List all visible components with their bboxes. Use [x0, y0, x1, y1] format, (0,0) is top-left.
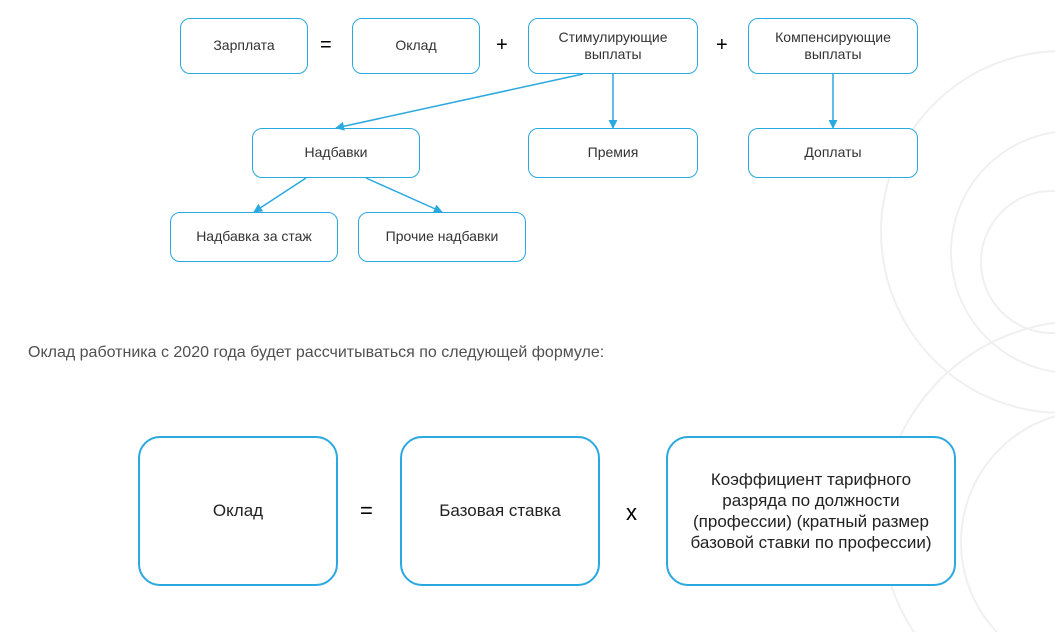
formula-intro-text: Оклад работника с 2020 года будет рассчи…	[28, 344, 604, 362]
d1-node-other: Прочие надбавки	[358, 212, 526, 262]
d1-node-addons-label: Надбавки	[305, 144, 368, 162]
d1-node-other-label: Прочие надбавки	[386, 228, 499, 246]
d1-node-seniority: Надбавка за стаж	[170, 212, 338, 262]
d1-operator: +	[716, 34, 728, 57]
d1-node-extra-label: Доплаты	[804, 144, 861, 162]
d1-node-bonus-label: Премия	[588, 144, 639, 162]
d1-node-salary: Зарплата	[180, 18, 308, 74]
d1-node-salary-label: Зарплата	[213, 37, 274, 55]
d2-node-rate-label: Базовая ставка	[439, 500, 561, 521]
d1-node-stim: Стимулирующие выплаты	[528, 18, 698, 74]
d2-operator: =	[360, 498, 373, 524]
d2-node-coef-label: Коэффициент тарифного разряда по должнос…	[682, 469, 940, 554]
d1-operator: =	[320, 34, 332, 57]
d1-node-base: Оклад	[352, 18, 480, 74]
d1-node-addons: Надбавки	[252, 128, 420, 178]
d2-node-rate: Базовая ставка	[400, 436, 600, 586]
d2-operator: x	[626, 500, 637, 526]
d1-node-stim-label: Стимулирующие выплаты	[537, 29, 689, 64]
d1-node-base-label: Оклад	[395, 37, 436, 55]
d2-node-oklad2: Оклад	[138, 436, 338, 586]
d1-operator: +	[496, 34, 508, 57]
d2-node-coef: Коэффициент тарифного разряда по должнос…	[666, 436, 956, 586]
d2-node-oklad2-label: Оклад	[213, 500, 263, 521]
edge-addons-other	[366, 178, 442, 212]
edge-addons-seniority	[254, 178, 306, 212]
d1-node-comp-label: Компенсирующие выплаты	[757, 29, 909, 64]
d1-node-extra: Доплаты	[748, 128, 918, 178]
d1-node-seniority-label: Надбавка за стаж	[196, 228, 312, 246]
edge-stim-addons	[336, 74, 583, 128]
d1-node-comp: Компенсирующие выплаты	[748, 18, 918, 74]
d1-node-bonus: Премия	[528, 128, 698, 178]
